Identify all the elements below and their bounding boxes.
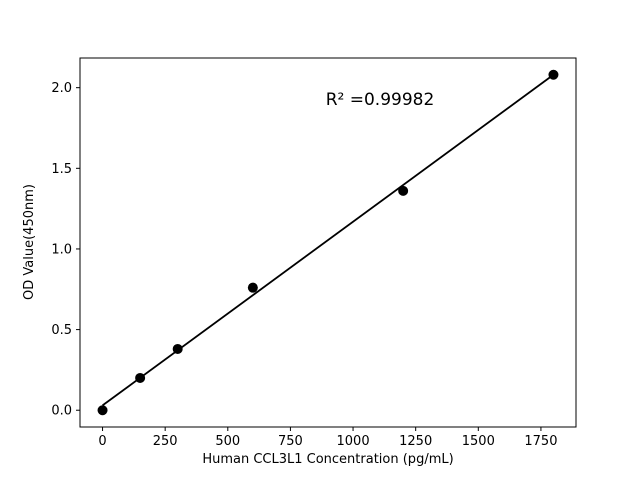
x-tick-label: 1250 [399,434,432,449]
x-tick-label: 1500 [462,434,495,449]
data-point [172,343,183,354]
data-point [247,282,258,293]
y-tick-label: 1.5 [51,162,72,177]
x-tick-label: 1000 [337,434,370,449]
data-point [398,185,409,196]
x-tick-label: 750 [278,434,303,449]
axes-frame [79,57,577,428]
x-tick-label: 1750 [524,434,557,449]
y-axis-label: OD Value(450nm) [22,184,37,300]
plot-area: 0 250 500 750 1000 1250 1500 1750 0.0 0.5 1.0 1.5 2.… [51,57,577,449]
fit-line [102,74,554,407]
x-tick-label: 0 [98,434,106,449]
y-tick-label: 2.0 [51,81,72,96]
data-point [135,372,146,383]
x-tick-label: 250 [153,434,178,449]
x-tick-label: 500 [215,434,240,449]
y-tick-label: 1.0 [51,242,72,257]
x-axis-label: Human CCL3L1 Concentration (pg/mL) [202,452,453,467]
data-point [97,405,108,416]
y-tick-label: 0.0 [51,404,72,419]
data-point [548,69,559,80]
r-squared-annotation: R² =0.99982 [326,90,435,110]
y-tick-label: 0.5 [51,323,72,338]
